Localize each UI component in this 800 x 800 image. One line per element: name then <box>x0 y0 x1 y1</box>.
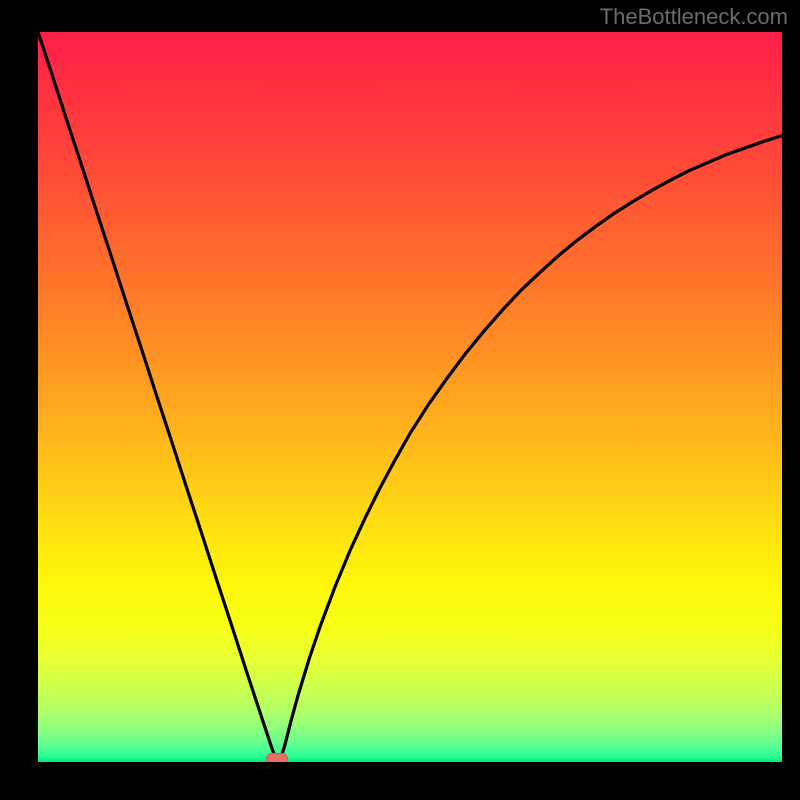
optimal-point-marker <box>266 753 288 762</box>
plot-area <box>38 32 782 762</box>
bottleneck-curve <box>38 32 782 762</box>
watermark-text: TheBottleneck.com <box>600 4 788 30</box>
plot-frame <box>0 0 800 800</box>
curve-path <box>38 32 782 762</box>
